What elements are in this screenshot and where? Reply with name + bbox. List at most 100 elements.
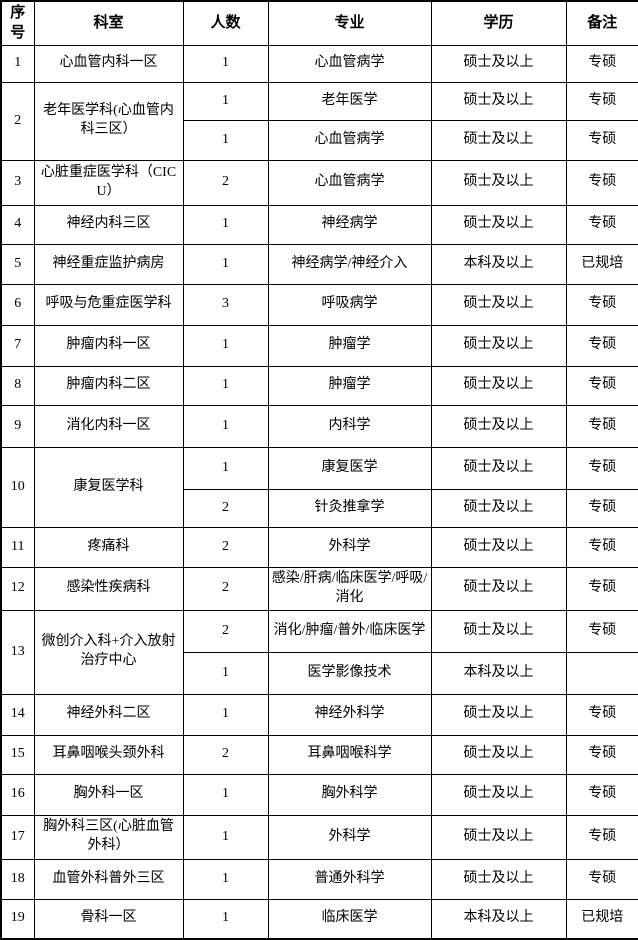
degree-cell: 硕士及以上 bbox=[430, 773, 567, 816]
major-cell: 外科学 bbox=[267, 814, 432, 860]
degree-cell: 硕士及以上 bbox=[430, 119, 567, 161]
department-cell: 疼痛科 bbox=[33, 526, 184, 568]
note-cell: 专硕 bbox=[565, 858, 638, 900]
row-number-cell: 15 bbox=[0, 734, 35, 775]
row-number-cell: 7 bbox=[0, 324, 35, 367]
table-row: 14 神经外科二区 1 神经外科学 硕士及以上 专硕 bbox=[0, 693, 638, 736]
major-cell: 针灸推拿学 bbox=[267, 488, 432, 528]
table-row: 11 疼痛科 2 外科学 硕士及以上 专硕 bbox=[0, 526, 638, 568]
major-cell: 感染/肝病/临床医学/呼吸/消化 bbox=[267, 566, 432, 611]
header-row: 序号 科室 人数 专业 学历 备注 bbox=[0, 0, 638, 46]
count-cell: 2 bbox=[182, 488, 269, 528]
count-cell: 1 bbox=[182, 446, 269, 490]
count-cell: 1 bbox=[182, 814, 269, 860]
degree-cell: 本科及以上 bbox=[430, 243, 567, 285]
table-row: 4 神经内科三区 1 神经病学 硕士及以上 专硕 bbox=[0, 204, 638, 245]
department-cell: 肿瘤内科二区 bbox=[33, 365, 184, 406]
row-number-cell: 5 bbox=[0, 243, 35, 285]
count-cell: 1 bbox=[182, 773, 269, 816]
count-cell: 2 bbox=[182, 734, 269, 775]
row-number-cell: 2 bbox=[0, 81, 35, 161]
degree-cell: 硕士及以上 bbox=[430, 159, 567, 206]
department-cell: 肿瘤内科一区 bbox=[33, 324, 184, 367]
major-cell: 心血管病学 bbox=[267, 119, 432, 161]
note-cell bbox=[565, 651, 638, 695]
row-number-cell: 14 bbox=[0, 693, 35, 736]
note-cell: 专硕 bbox=[565, 773, 638, 816]
major-cell: 心血管病学 bbox=[267, 159, 432, 206]
header-cell-major: 专业 bbox=[267, 0, 432, 46]
row-number-cell: 3 bbox=[0, 159, 35, 206]
degree-cell: 硕士及以上 bbox=[430, 404, 567, 448]
department-cell: 血管外科普外三区 bbox=[33, 858, 184, 900]
note-cell: 专硕 bbox=[565, 404, 638, 448]
major-cell: 胸外科学 bbox=[267, 773, 432, 816]
count-cell: 1 bbox=[182, 365, 269, 406]
table-row: 1 心血管内科一区 1 心血管病学 硕士及以上 专硕 bbox=[0, 44, 638, 83]
degree-cell: 本科及以上 bbox=[430, 898, 567, 940]
department-cell: 感染性疾病科 bbox=[33, 566, 184, 611]
department-cell: 心血管内科一区 bbox=[33, 44, 184, 83]
header-cell-degree: 学历 bbox=[430, 0, 567, 46]
major-cell: 临床医学 bbox=[267, 898, 432, 940]
note-cell: 已规培 bbox=[565, 243, 638, 285]
row-number-cell: 12 bbox=[0, 566, 35, 611]
department-cell: 神经外科二区 bbox=[33, 693, 184, 736]
note-cell: 专硕 bbox=[565, 283, 638, 326]
note-cell: 已规培 bbox=[565, 898, 638, 940]
row-number-cell: 1 bbox=[0, 44, 35, 83]
note-cell: 专硕 bbox=[565, 488, 638, 528]
count-cell: 1 bbox=[182, 324, 269, 367]
degree-cell: 硕士及以上 bbox=[430, 365, 567, 406]
major-cell: 呼吸病学 bbox=[267, 283, 432, 326]
count-cell: 2 bbox=[182, 609, 269, 653]
table-row: 12 感染性疾病科 2 感染/肝病/临床医学/呼吸/消化 硕士及以上 专硕 bbox=[0, 566, 638, 611]
count-cell: 1 bbox=[182, 651, 269, 695]
count-cell: 1 bbox=[182, 898, 269, 940]
degree-cell: 硕士及以上 bbox=[430, 693, 567, 736]
department-cell: 胸外科三区(心脏血管外科） bbox=[33, 814, 184, 860]
count-cell: 1 bbox=[182, 81, 269, 121]
department-cell: 神经内科三区 bbox=[33, 204, 184, 245]
row-number-cell: 19 bbox=[0, 898, 35, 940]
count-cell: 1 bbox=[182, 204, 269, 245]
degree-cell: 硕士及以上 bbox=[430, 488, 567, 528]
note-cell: 专硕 bbox=[565, 44, 638, 83]
header-cell-no: 序号 bbox=[0, 0, 35, 46]
row-number-cell: 8 bbox=[0, 365, 35, 406]
table-row: 8 肿瘤内科二区 1 肿瘤学 硕士及以上 专硕 bbox=[0, 365, 638, 406]
major-cell: 老年医学 bbox=[267, 81, 432, 121]
department-cell: 消化内科一区 bbox=[33, 404, 184, 448]
department-cell: 神经重症监护病房 bbox=[33, 243, 184, 285]
table-row: 9 消化内科一区 1 内科学 硕士及以上 专硕 bbox=[0, 404, 638, 448]
table-row: 17 胸外科三区(心脏血管外科） 1 外科学 硕士及以上 专硕 bbox=[0, 814, 638, 860]
note-cell: 专硕 bbox=[565, 159, 638, 206]
department-cell: 心脏重症医学科（CICU） bbox=[33, 159, 184, 206]
department-cell: 微创介入科+介入放射治疗中心 bbox=[33, 609, 184, 695]
table-header: 序号 科室 人数 专业 学历 备注 bbox=[0, 0, 638, 46]
table-row: 1 医学影像技术 本科及以上 bbox=[1, 651, 638, 695]
count-cell: 1 bbox=[182, 404, 269, 448]
degree-cell: 硕士及以上 bbox=[430, 324, 567, 367]
row-number-cell: 9 bbox=[0, 404, 35, 448]
degree-cell: 硕士及以上 bbox=[430, 814, 567, 860]
department-cell: 胸外科一区 bbox=[33, 773, 184, 816]
degree-cell: 硕士及以上 bbox=[430, 609, 567, 653]
table-row: 19 骨科一区 1 临床医学 本科及以上 已规培 bbox=[0, 898, 638, 940]
department-cell: 呼吸与危重症医学科 bbox=[33, 283, 184, 326]
note-cell: 专硕 bbox=[565, 324, 638, 367]
degree-cell: 硕士及以上 bbox=[430, 734, 567, 775]
table-row: 5 神经重症监护病房 1 神经病学/神经介入 本科及以上 已规培 bbox=[0, 243, 638, 285]
table-row: 10 康复医学科 1 康复医学 硕士及以上 专硕 bbox=[0, 446, 638, 528]
major-cell: 医学影像技术 bbox=[267, 651, 432, 695]
table-row: 18 血管外科普外三区 1 普通外科学 硕士及以上 专硕 bbox=[0, 858, 638, 900]
row-number-cell: 6 bbox=[0, 283, 35, 326]
department-cell: 耳鼻咽喉头颈外科 bbox=[33, 734, 184, 775]
major-cell: 耳鼻咽喉科学 bbox=[267, 734, 432, 775]
department-cell: 老年医学科(心血管内科三区） bbox=[33, 81, 184, 161]
header-cell-count: 人数 bbox=[182, 0, 269, 46]
row-number-cell: 11 bbox=[0, 526, 35, 568]
note-cell: 专硕 bbox=[565, 119, 638, 161]
row-number-cell: 18 bbox=[0, 858, 35, 900]
count-cell: 1 bbox=[182, 119, 269, 161]
